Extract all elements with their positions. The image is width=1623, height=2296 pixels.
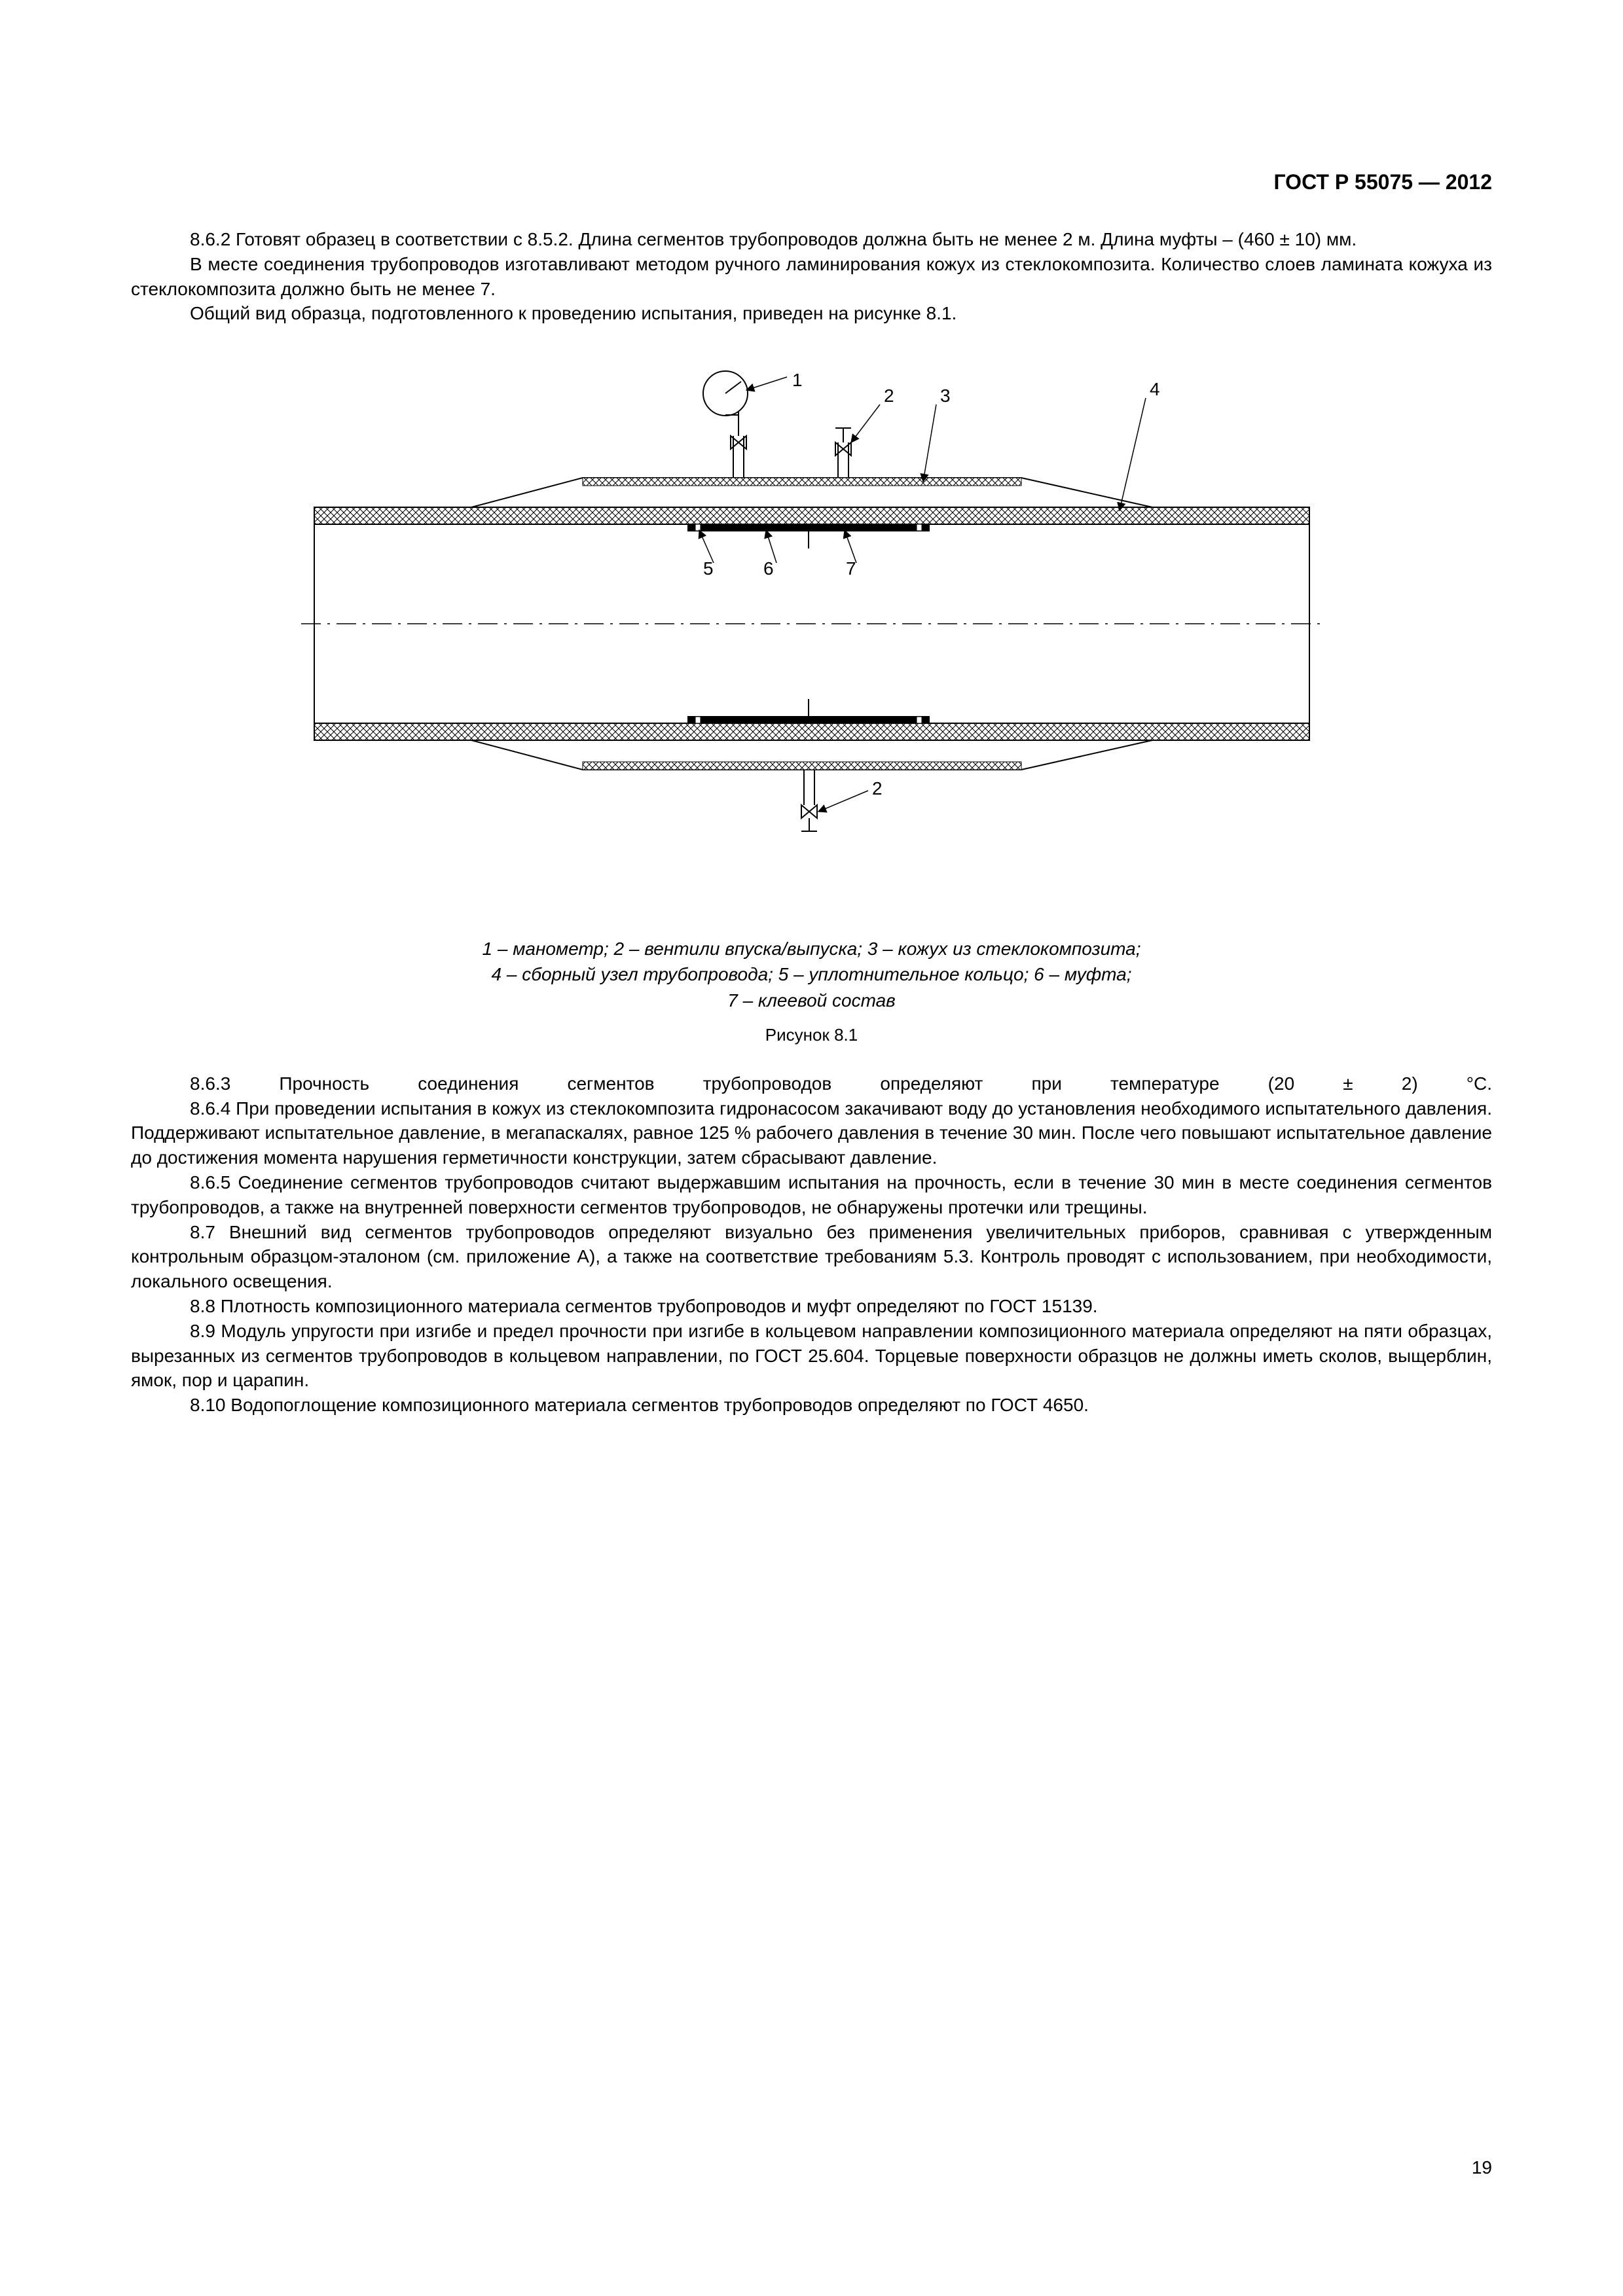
fig-label-6: 6 bbox=[763, 558, 774, 579]
fig-label-2: 2 bbox=[884, 386, 894, 406]
para-810: 8.10 Водопоглощение композиционного мате… bbox=[131, 1393, 1492, 1418]
para-864: 8.6.4 При проведении испытания в кожух и… bbox=[131, 1096, 1492, 1170]
para-862b: В месте соединения трубопроводов изготав… bbox=[131, 252, 1492, 302]
figure-legend: 1 – манометр; 2 – вентили впуска/выпуска… bbox=[301, 936, 1322, 1013]
para-863: 8.6.3 Прочность соединения сегментов тру… bbox=[131, 1071, 1492, 1096]
legend-line-1: 1 – манометр; 2 – вентили впуска/выпуска… bbox=[482, 939, 1140, 959]
para-89: 8.9 Модуль упругости при изгибе и предел… bbox=[131, 1319, 1492, 1393]
fig-label-5: 5 bbox=[703, 558, 714, 579]
para-862: 8.6.2 Готовят образец в соответствии с 8… bbox=[131, 227, 1492, 252]
para-865: 8.6.5 Соединение сегментов трубопроводов… bbox=[131, 1170, 1492, 1220]
fig-label-1: 1 bbox=[792, 370, 803, 390]
figure-8-1: 1 2 3 4 5 6 7 2 1 – манометр; 2 – вентил… bbox=[301, 365, 1322, 1045]
para-88: 8.8 Плотность композиционного материала … bbox=[131, 1294, 1492, 1319]
fig-label-3: 3 bbox=[940, 386, 951, 406]
para-87: 8.7 Внешний вид сегментов трубопроводов … bbox=[131, 1220, 1492, 1294]
doc-header: ГОСТ Р 55075 — 2012 bbox=[131, 170, 1492, 194]
page-number: 19 bbox=[1472, 2157, 1492, 2178]
fig-label-4: 4 bbox=[1150, 379, 1160, 399]
figure-caption: Рисунок 8.1 bbox=[301, 1025, 1322, 1045]
fig-label-2b: 2 bbox=[872, 778, 883, 798]
figure-8-1-svg: 1 2 3 4 5 6 7 2 bbox=[301, 365, 1322, 916]
legend-line-3: 7 – клеевой состав bbox=[727, 990, 896, 1011]
page: ГОСТ Р 55075 — 2012 8.6.2 Готовят образе… bbox=[0, 0, 1623, 2296]
fig-label-7: 7 bbox=[846, 558, 856, 579]
legend-line-2: 4 – сборный узел трубопровода; 5 – уплот… bbox=[492, 964, 1132, 984]
para-862c: Общий вид образца, подготовленного к про… bbox=[131, 301, 1492, 326]
